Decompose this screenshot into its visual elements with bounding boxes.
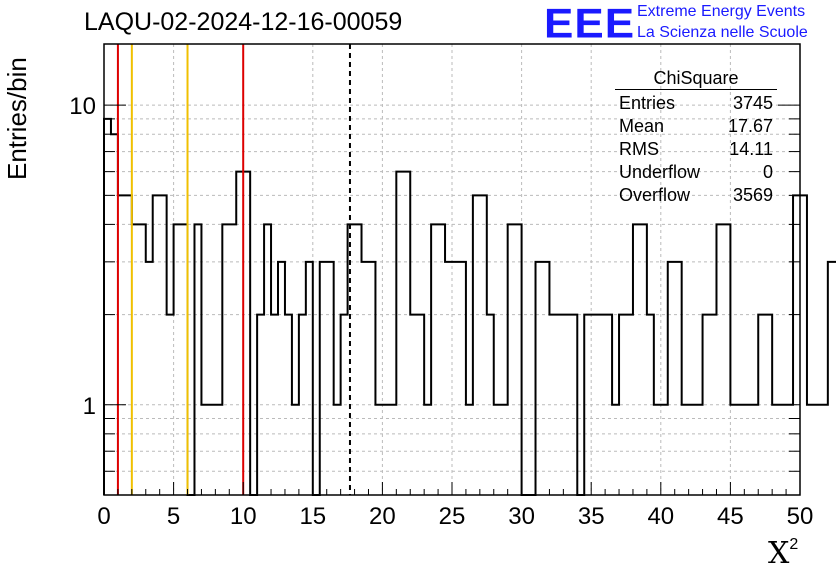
stats-value: 14.11 [729,139,773,159]
stats-row-entries: Entries 3745 [611,92,781,115]
stats-box: ChiSquare Entries 3745 Mean 17.67 RMS 14.11… [611,67,781,207]
y-tick-label: 10 [69,93,96,120]
x-tick-label: 15 [299,503,326,530]
y-axis-label: Entries/bin [2,57,32,180]
stats-row-underflow: Underflow 0 [611,161,781,184]
stats-title: ChiSquare [653,68,739,88]
stats-label: Underflow [619,162,701,182]
x-tick-label: 10 [230,503,257,530]
x-tick-label: 40 [647,503,674,530]
stats-value: 17.67 [727,116,773,136]
x-tick-label: 5 [167,503,180,530]
stats-value: 3569 [732,185,773,205]
stats-label: RMS [619,139,659,159]
org-name-line2: La Scienza nelle Scuole [637,24,808,41]
y-tick-label: 1 [83,393,96,420]
stats-row-overflow: Overflow 3569 [611,184,781,207]
stats-label: Entries [619,93,676,113]
marker-lines [116,44,351,495]
x-tick-label: 0 [97,503,110,530]
histogram-series [103,117,836,496]
stats-row-mean: Mean 17.67 [611,115,781,138]
org-name-line1: Extreme Energy Events [637,3,806,20]
x-tick-label: 35 [578,503,605,530]
x-tick-label: 30 [508,503,535,530]
x-tick-label: 25 [439,503,466,530]
axis-ticks: 0 5 10 15 20 25 30 35 40 45 50 1 10 [69,93,813,530]
eee-logo: EEE [544,0,636,47]
x-axis-label-base: X [768,536,790,571]
x-tick-label: 45 [717,503,744,530]
x-axis-label: X2 [768,536,798,571]
stats-label: Overflow [619,185,691,205]
stats-value: 3745 [732,93,773,113]
stats-divider [615,89,777,90]
stats-row-rms: RMS 14.11 [611,138,781,161]
stats-value: 0 [762,162,773,182]
stats-label: Mean [619,116,665,136]
histogram-step-line [103,117,836,496]
x-axis-label-superscript: 2 [789,536,799,553]
chart-title: LAQU-02-2024-12-16-00059 [84,8,403,36]
x-tick-label: 50 [787,503,814,530]
x-tick-label: 20 [369,503,396,530]
